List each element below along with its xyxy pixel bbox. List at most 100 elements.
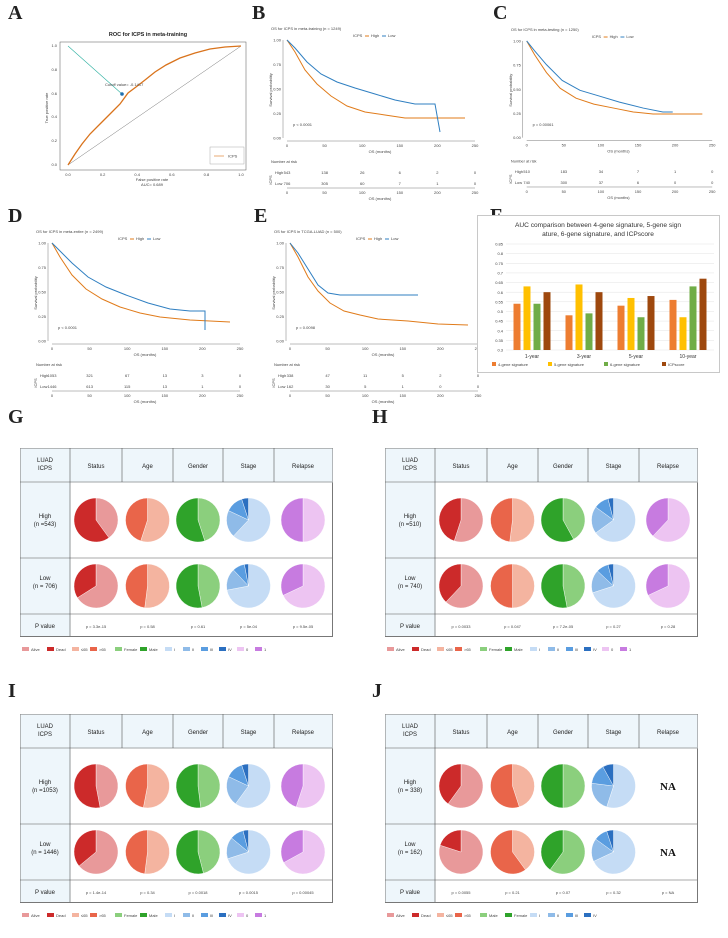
pie-legend-swatch bbox=[530, 913, 537, 917]
pie-slice bbox=[540, 763, 564, 809]
pie-legend-swatch bbox=[530, 647, 537, 651]
roc-legend-label: ICPS bbox=[228, 154, 238, 159]
km-risk-xtick: 0 bbox=[286, 190, 289, 195]
km-title: OS for ICPS in meta-testing (n = 1250) bbox=[511, 27, 579, 32]
km-ylabel: Survival probability bbox=[33, 276, 38, 310]
pie-slice bbox=[197, 497, 221, 542]
km-xtick: 200 bbox=[199, 346, 206, 351]
pie-legend-label: Male bbox=[489, 913, 498, 918]
pie-slice bbox=[512, 829, 535, 871]
pie-table-pvalue: p = 0.00045 bbox=[292, 890, 314, 895]
roc-xticks: 0.0 0.2 0.4 0.6 0.8 1.0 bbox=[65, 172, 244, 177]
pie-table-corner-label: ICPS bbox=[38, 466, 52, 472]
pie-legend-label: IV bbox=[593, 913, 597, 918]
pie-legend-swatch bbox=[72, 913, 79, 917]
km-xtick: 100 bbox=[598, 143, 605, 148]
pie-table-column-header: Age bbox=[142, 464, 153, 470]
km-legend-icps: ICPS bbox=[356, 236, 366, 241]
pie-table-low-label: Low bbox=[39, 576, 51, 582]
auc-ytick: 0.5 bbox=[497, 309, 503, 314]
km-risk-low-count: 305 bbox=[321, 181, 328, 186]
pie-table-pvalue: p = 3.3e-15 bbox=[86, 624, 107, 629]
pie-table-high-label: High bbox=[404, 780, 416, 786]
pie-table-h: LUAD ICPS Status Age Gender Stage Relapse High (… bbox=[385, 448, 698, 652]
pie-slice bbox=[445, 563, 484, 609]
pie-table-rowlabel-bg bbox=[20, 748, 71, 902]
km-curve-low bbox=[286, 39, 441, 133]
roc-ytick: 0.8 bbox=[51, 67, 57, 72]
pie-legend-swatch bbox=[237, 647, 244, 651]
pie-legend-swatch bbox=[90, 913, 97, 917]
roc-xtick: 0.8 bbox=[204, 172, 210, 177]
pie-legend-label: Female bbox=[514, 913, 528, 918]
pie-legend-swatch bbox=[455, 647, 462, 651]
km-pvalue: p < 0.0001 bbox=[58, 325, 78, 330]
km-risk-xtick: 50 bbox=[322, 190, 327, 195]
pie-slice bbox=[280, 563, 304, 596]
auc-ytick: 0.3 bbox=[497, 348, 503, 353]
pie-slice bbox=[562, 497, 586, 540]
pie-legend-label: 1 bbox=[629, 647, 632, 652]
km-risk-high-count: 11 bbox=[363, 373, 368, 378]
auc-legend-swatch bbox=[492, 362, 496, 366]
km-xtick: 200 bbox=[672, 143, 679, 148]
km-risk-low-count: 1 bbox=[402, 384, 405, 389]
pie-legend-label: Male bbox=[149, 913, 158, 918]
km-risk-xtick: 100 bbox=[362, 393, 369, 398]
km-xlabel: OS (months) bbox=[607, 148, 630, 153]
pie-legend-swatch bbox=[505, 913, 512, 917]
km-pvalue: p < 0.0001 bbox=[293, 122, 313, 127]
pie-table-pvalue-label: P value bbox=[400, 624, 421, 630]
pie-table-high-n: (n = 338) bbox=[398, 788, 422, 794]
km-risk-low-count: 162 bbox=[287, 384, 294, 389]
km-panel-b: OS for ICPS in meta-training (n = 1249) I… bbox=[268, 26, 479, 201]
auc-title-line-2: ature, 6-gene signature, and ICPscore bbox=[542, 231, 654, 238]
pie-legend-swatch bbox=[140, 647, 147, 651]
pie-legend-swatch bbox=[22, 913, 29, 917]
km-ytick: 1.00 bbox=[273, 38, 282, 43]
auc-bar bbox=[585, 313, 593, 350]
auc-bar bbox=[689, 286, 697, 350]
km-risk-high-count: 26 bbox=[360, 170, 365, 175]
km-xtick: 100 bbox=[362, 346, 369, 351]
pie-slice bbox=[490, 563, 513, 609]
pie-table-rowlabel-bg bbox=[20, 482, 71, 636]
pie-table-pvalue: p = 0.61 bbox=[191, 624, 206, 629]
pie-slice bbox=[490, 829, 526, 875]
km-risk-high-count: 0 bbox=[474, 170, 477, 175]
km-ytick: 1.00 bbox=[513, 38, 521, 43]
pie-table-low-n: (n = 1446) bbox=[31, 850, 59, 856]
pie-legend-swatch bbox=[90, 647, 97, 651]
pie-table-column-header: Stage bbox=[606, 730, 622, 736]
km-risk-high-count: 47 bbox=[325, 373, 330, 378]
auc-ytick: 0.55 bbox=[495, 299, 504, 304]
pie-table-j: LUAD ICPS Status Age Gender Stage Relapse High (… bbox=[385, 714, 698, 918]
km-risk-xtick: 250 bbox=[475, 393, 482, 398]
km-risk-xtick: 200 bbox=[199, 393, 206, 398]
roc-curve bbox=[67, 45, 242, 166]
pie-slice bbox=[95, 497, 119, 539]
pie-table-pvalue: p = 7.2e-05 bbox=[553, 624, 574, 629]
km-risk-high-count: 183 bbox=[561, 169, 568, 174]
pie-legend-label: I bbox=[539, 647, 540, 652]
km-ylabel: Survival probability bbox=[271, 276, 276, 310]
roc-yticks: 0.0 0.2 0.4 0.6 0.8 1.0 bbox=[51, 43, 57, 167]
pie-table-rowlabel-bg bbox=[385, 748, 436, 902]
auc-bar bbox=[595, 292, 603, 350]
auc-bar bbox=[543, 292, 551, 350]
pie-legend-label: III bbox=[210, 647, 213, 652]
km-risk-high-count: 1053 bbox=[48, 373, 58, 378]
pie-slice bbox=[235, 763, 271, 809]
pie-table-corner-label: ICPS bbox=[403, 732, 417, 738]
km-ytick: 0.50 bbox=[38, 290, 47, 295]
km-xtick: 100 bbox=[359, 143, 366, 148]
pie-slice bbox=[95, 763, 119, 808]
km-curve-low bbox=[289, 242, 418, 296]
pie-table-low-n: (n = 162) bbox=[398, 850, 422, 856]
pie-legend-swatch bbox=[47, 647, 54, 651]
pie-table-column-header: Relapse bbox=[292, 464, 315, 470]
pie-table-column-header: Gender bbox=[188, 464, 208, 470]
pie-table-column-header: Stage bbox=[241, 730, 257, 736]
km-risk-high-count: 67 bbox=[125, 373, 130, 378]
pie-legend-label: II bbox=[557, 913, 559, 918]
